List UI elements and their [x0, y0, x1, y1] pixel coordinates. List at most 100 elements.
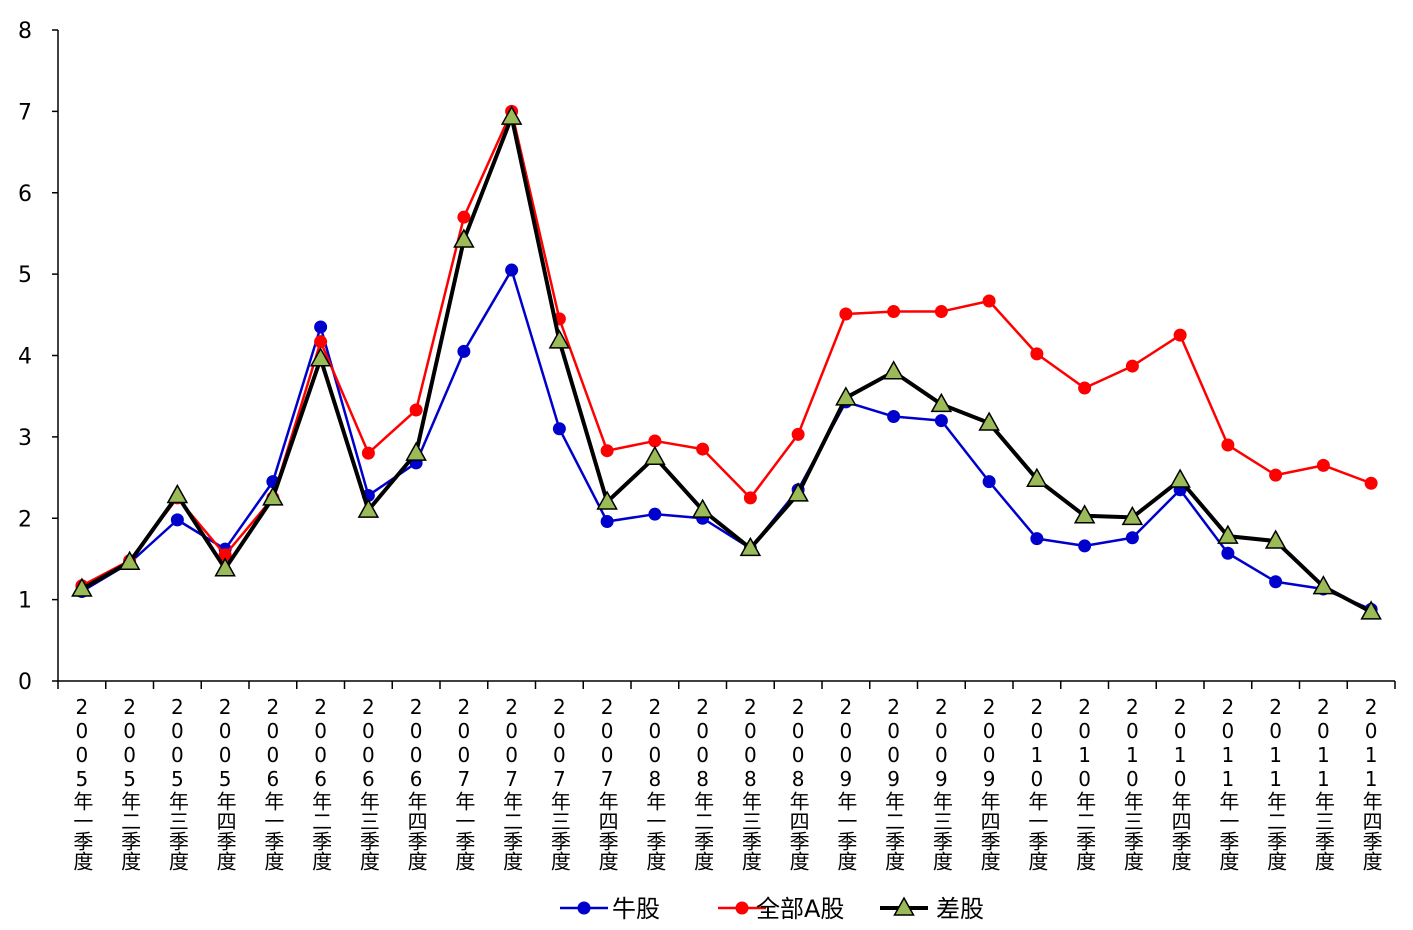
x-tick-labels: 2005年一季度 2005年二季度 2005年三季度 2005年四季度 2006年一季度… — [70, 695, 1383, 871]
data-point-marker — [648, 434, 662, 448]
data-point-marker — [930, 392, 953, 413]
x-tick-label: 2006年四季度 — [404, 695, 428, 871]
data-point-marker — [214, 557, 236, 577]
y-tick-labels: 0 1 2 3 4 5 6 7 8 — [18, 19, 32, 695]
data-point-marker — [839, 307, 853, 321]
data-point-marker — [1312, 575, 1335, 595]
data-point-marker — [1269, 468, 1283, 482]
data-point-marker — [1073, 504, 1096, 524]
data-point-marker — [71, 577, 93, 597]
data-point-marker — [982, 475, 996, 489]
x-tick-label: 2006年二季度 — [309, 695, 333, 871]
data-point-marker — [887, 410, 901, 424]
data-point-marker — [696, 442, 710, 456]
data-point-marker — [361, 446, 375, 460]
data-point-marker — [1125, 359, 1139, 373]
x-tick-label: 2007年三季度 — [547, 695, 571, 871]
data-point-marker — [596, 490, 618, 510]
data-point-marker — [1221, 546, 1235, 560]
series-group — [71, 104, 1382, 620]
data-point-marker — [314, 335, 328, 349]
x-tick-label: 2007年二季度 — [500, 695, 524, 871]
data-point-marker — [409, 403, 423, 417]
series-3 — [71, 105, 1382, 620]
data-point-marker — [548, 329, 571, 349]
data-point-marker — [1173, 328, 1187, 342]
data-point-marker — [1264, 529, 1287, 549]
data-point-marker — [1364, 476, 1378, 490]
legend-label: 全部A股 — [756, 895, 844, 923]
data-point-marker — [552, 422, 566, 436]
y-tick-label: 6 — [18, 182, 32, 207]
data-point-marker — [457, 344, 471, 358]
data-point-marker — [1316, 458, 1330, 472]
x-tick-label: 2005年一季度 — [70, 695, 94, 871]
data-point-marker — [1030, 532, 1044, 546]
x-tick-label: 2011年一季度 — [1216, 695, 1240, 871]
data-point-marker — [887, 305, 901, 319]
x-tick-label: 2010年四季度 — [1168, 695, 1192, 871]
data-point-marker — [1078, 539, 1092, 553]
data-point-marker — [1078, 381, 1092, 395]
x-tick-label: 2008年一季度 — [643, 695, 667, 871]
data-point-marker — [314, 320, 328, 334]
x-tick-label: 2009年三季度 — [929, 695, 953, 871]
data-point-marker — [500, 105, 523, 125]
data-point-marker — [262, 486, 284, 506]
x-tick-label: 2009年四季度 — [977, 695, 1001, 871]
data-point-marker — [166, 483, 189, 504]
series-line — [81, 268, 1372, 611]
data-point-marker — [882, 360, 905, 380]
legend-label: 牛股 — [612, 895, 660, 923]
data-point-marker — [600, 515, 614, 529]
legend-swatch-marker — [577, 901, 591, 915]
data-point-marker — [1269, 575, 1283, 589]
x-tick-label: 2005年三季度 — [165, 695, 189, 871]
data-point-marker — [691, 498, 714, 518]
x-tick-label: 2006年一季度 — [261, 695, 285, 871]
y-tick-label: 4 — [18, 345, 32, 370]
x-tick-label: 2008年四季度 — [786, 695, 810, 871]
data-point-marker — [787, 482, 809, 502]
y-tick-label: 7 — [18, 100, 32, 125]
data-point-marker — [934, 414, 948, 428]
data-point-marker — [1125, 531, 1139, 545]
data-point-marker — [648, 507, 662, 521]
y-tick-label: 5 — [18, 263, 32, 288]
data-point-marker — [835, 386, 857, 406]
x-tick-label: 2011年二季度 — [1264, 695, 1288, 871]
y-tick-label: 8 — [18, 19, 32, 44]
y-tick-label: 3 — [18, 426, 32, 451]
data-point-marker — [743, 491, 757, 505]
data-point-marker — [934, 305, 948, 319]
x-tick-label: 2008年三季度 — [738, 695, 762, 871]
series-line — [81, 110, 1372, 587]
data-point-marker — [1030, 347, 1044, 361]
data-point-marker — [1121, 505, 1144, 526]
data-point-marker — [1221, 438, 1235, 452]
x-tick-label: 2007年一季度 — [452, 695, 476, 871]
data-point-marker — [1026, 467, 1048, 487]
data-point-marker — [739, 536, 762, 557]
x-tick-label: 2005年二季度 — [118, 695, 142, 871]
data-point-marker — [309, 347, 332, 367]
legend-swatch-marker — [735, 901, 749, 915]
data-point-marker — [505, 263, 519, 277]
x-tick-label: 2009年一季度 — [834, 695, 858, 871]
data-point-marker — [791, 427, 805, 441]
x-tick-label: 2009年二季度 — [882, 695, 906, 871]
chart-axes — [52, 29, 1396, 689]
x-tick-label: 2010年一季度 — [1025, 695, 1049, 871]
legend: 牛股 全部A股 差股 — [560, 895, 984, 923]
data-point-marker — [1360, 600, 1382, 620]
data-point-marker — [1217, 524, 1239, 544]
legend-swatch-marker — [893, 896, 915, 916]
series-2 — [75, 104, 1378, 593]
data-point-marker — [644, 445, 666, 465]
data-point-marker — [453, 228, 475, 248]
data-point-marker — [170, 513, 184, 527]
series-1 — [75, 263, 1378, 616]
x-tick-label: 2010年三季度 — [1120, 695, 1144, 871]
data-point-marker — [218, 548, 232, 562]
